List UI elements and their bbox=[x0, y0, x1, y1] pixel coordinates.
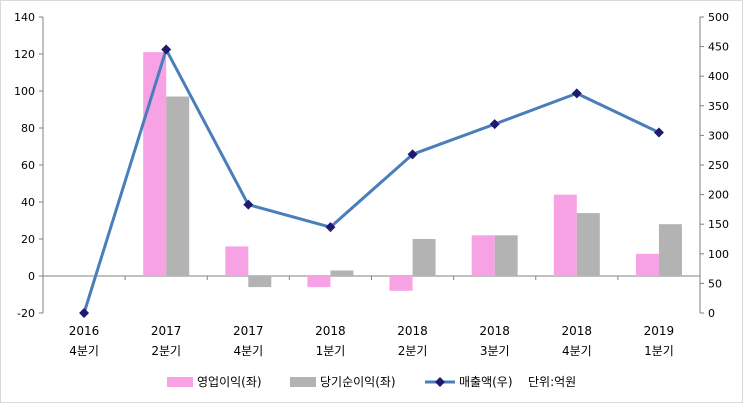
category-label-year: 2017 bbox=[151, 324, 182, 338]
category-label-quarter: 3분기 bbox=[480, 344, 510, 358]
right-tick-label: 300 bbox=[708, 129, 729, 142]
category-label-quarter: 4분기 bbox=[69, 344, 99, 358]
category-label-quarter: 1분기 bbox=[644, 344, 674, 358]
bar-net-income bbox=[330, 270, 354, 276]
right-tick-label: 450 bbox=[708, 41, 729, 54]
left-tick-label: 40 bbox=[21, 196, 35, 209]
revenue-point bbox=[161, 44, 172, 55]
category-label-quarter: 1분기 bbox=[316, 344, 346, 358]
right-tick-label: 50 bbox=[708, 277, 722, 290]
legend-unit-note: 단위:억원 bbox=[528, 375, 576, 389]
revenue-line bbox=[82, 48, 660, 314]
bar-operating-profit bbox=[307, 276, 331, 288]
bar-operating-profit bbox=[553, 194, 577, 276]
category-label-year: 2017 bbox=[233, 324, 264, 338]
category-label-year: 2018 bbox=[315, 324, 346, 338]
revenue-point bbox=[489, 119, 500, 130]
right-tick-label: 350 bbox=[708, 100, 729, 113]
right-tick-label: 0 bbox=[708, 307, 715, 320]
bar-operating-profit bbox=[225, 246, 249, 276]
bar-operating-profit bbox=[471, 235, 495, 276]
bar-net-income bbox=[576, 213, 600, 276]
revenue-point bbox=[243, 199, 254, 210]
category-label-quarter: 4분기 bbox=[562, 344, 592, 358]
revenue-point bbox=[653, 127, 664, 138]
bar-net-income bbox=[412, 239, 436, 276]
category-label-year: 2018 bbox=[479, 324, 510, 338]
category-label-year: 2018 bbox=[397, 324, 428, 338]
right-tick-label: 400 bbox=[708, 70, 729, 83]
category-label-quarter: 4분기 bbox=[233, 344, 263, 358]
bar-operating-profit bbox=[635, 253, 659, 276]
legend-swatch-net-income bbox=[290, 377, 316, 387]
legend-marker-revenue bbox=[435, 377, 445, 387]
bar-net-income bbox=[658, 224, 682, 276]
left-tick-label: 120 bbox=[14, 48, 35, 61]
bar-net-income bbox=[166, 96, 190, 276]
legend-label-operating-profit: 영업이익(좌) bbox=[197, 375, 262, 389]
right-tick-label: 250 bbox=[708, 159, 729, 172]
right-tick-label: 100 bbox=[708, 248, 729, 261]
bar-operating-profit bbox=[389, 276, 413, 291]
legend-label-revenue: 매출액(우) bbox=[459, 375, 513, 389]
left-tick-label: 80 bbox=[21, 122, 35, 135]
revenue-point bbox=[79, 308, 90, 318]
legend-swatch-operating-profit bbox=[167, 377, 193, 387]
revenue-point bbox=[407, 149, 418, 160]
revenue-point bbox=[571, 88, 582, 99]
left-tick-label: 20 bbox=[21, 233, 35, 246]
right-tick-label: 500 bbox=[708, 11, 729, 24]
category-label-year: 2018 bbox=[562, 324, 593, 338]
left-tick-label: -20 bbox=[17, 307, 35, 320]
right-tick-label: 150 bbox=[708, 218, 729, 231]
category-label-quarter: 2분기 bbox=[398, 344, 428, 358]
revenue-point bbox=[325, 222, 336, 233]
left-tick-label: 140 bbox=[14, 11, 35, 24]
category-label-year: 2019 bbox=[644, 324, 675, 338]
left-tick-label: 100 bbox=[14, 85, 35, 98]
right-tick-label: 200 bbox=[708, 189, 729, 202]
category-label-year: 2016 bbox=[69, 324, 100, 338]
left-tick-label: 60 bbox=[21, 159, 35, 172]
bar-net-income bbox=[494, 235, 518, 276]
category-label-quarter: 2분기 bbox=[151, 344, 181, 358]
left-tick-label: 0 bbox=[28, 270, 35, 283]
bar-net-income bbox=[248, 276, 272, 288]
legend-label-net-income: 당기순이익(좌) bbox=[320, 375, 396, 389]
